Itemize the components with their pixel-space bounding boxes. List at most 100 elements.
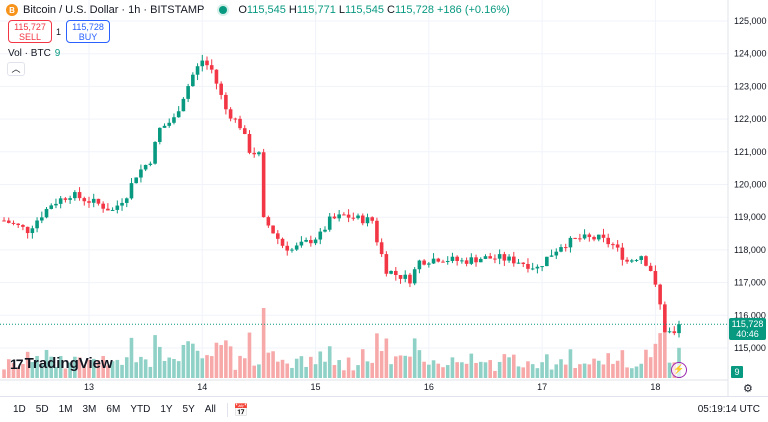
timeframe-5y[interactable]: 5Y (182, 404, 195, 415)
candle-body (257, 152, 261, 155)
volume-bar (176, 361, 181, 378)
volume-bar (214, 342, 219, 378)
volume-bar (663, 323, 667, 378)
candle-body (323, 229, 327, 232)
candle-body (167, 122, 172, 126)
volume-bar (578, 364, 582, 378)
candle-body (337, 214, 341, 219)
symbol-title[interactable]: Bitcoin / U.S. Dollar · 1h · BITSTAMP (23, 4, 205, 16)
timeframe-1m[interactable]: 1M (58, 404, 73, 415)
timeframe-ytd[interactable]: YTD (130, 404, 151, 415)
volume-bar (403, 355, 408, 378)
candle-body (351, 217, 356, 219)
timeframe-3m[interactable]: 3M (82, 404, 97, 415)
volume-value-label: 9 (731, 366, 743, 378)
volume-bar (224, 340, 228, 378)
volume-bar (639, 363, 644, 378)
candle-body (512, 256, 516, 264)
volume-bar (370, 362, 374, 378)
candle-body (158, 127, 162, 142)
chevron-up-icon[interactable]: ︿ (7, 62, 25, 76)
volume-bar (436, 363, 441, 378)
lightning-icon[interactable]: ⚡ (671, 362, 687, 378)
volume-bar (644, 349, 648, 378)
buy-button[interactable]: 115,728 BUY (66, 20, 110, 43)
candle-body (379, 242, 384, 255)
settings-gear-icon[interactable]: ⚙ (743, 383, 753, 395)
volume-bar (96, 360, 101, 378)
candle-body (568, 237, 573, 248)
volume-bar (346, 357, 351, 378)
candle-body (634, 259, 639, 261)
volume-bar (101, 356, 105, 378)
candle-body (478, 258, 483, 263)
volume-bar (299, 356, 304, 378)
volume-bar (488, 360, 492, 378)
volume-bar (16, 367, 20, 378)
divider (226, 402, 228, 417)
volume-bar (49, 356, 54, 378)
candle-body (431, 258, 436, 264)
tradingview-logo[interactable]: 17 TradingView (10, 355, 113, 372)
candle-body (153, 141, 157, 164)
candle-body (318, 231, 323, 240)
candle-body (412, 269, 417, 284)
candle-body (436, 258, 441, 262)
candle-body (40, 217, 44, 221)
candle-body (271, 225, 275, 234)
candle-body (96, 198, 101, 204)
candle-body (394, 270, 398, 275)
time-tick: 16 (424, 382, 434, 392)
volume-bar (389, 364, 393, 378)
candle-body (191, 74, 195, 87)
volume-bar (148, 366, 153, 378)
candle-body (162, 125, 167, 128)
price-tick: 125,000 (734, 16, 767, 26)
clock[interactable]: 05:19:14 UTC (697, 404, 760, 415)
volume-bar (408, 356, 412, 378)
volume-bar (280, 359, 285, 378)
volume-bar (573, 367, 577, 378)
candle-body (327, 216, 332, 230)
volume-bar (124, 357, 129, 378)
volume-bar (167, 357, 172, 378)
candle-body (294, 245, 299, 250)
timeframe-6m[interactable]: 6M (106, 404, 121, 415)
candle-body (554, 251, 559, 256)
candle-body (398, 274, 403, 279)
volume-bar (587, 364, 592, 378)
candle-body (261, 152, 266, 218)
candle-body (332, 216, 337, 219)
volume-bar (379, 351, 384, 378)
volume-bar (360, 349, 365, 378)
candle-body (592, 236, 596, 240)
sell-button[interactable]: 115,727 SELL (8, 20, 52, 43)
volume-bar (568, 349, 573, 378)
timeframe-5d[interactable]: 5D (35, 404, 49, 415)
timeframe-1d[interactable]: 1D (13, 404, 26, 415)
volume-bar (77, 357, 82, 378)
timeframe-1y[interactable]: 1Y (160, 404, 173, 415)
candle-body (535, 266, 540, 269)
candle-body (186, 86, 190, 99)
volume-bar (412, 338, 417, 378)
candle-body (403, 274, 408, 279)
price-tick: 121,000 (734, 147, 767, 157)
quantity[interactable]: 1 (56, 27, 62, 37)
price-chart[interactable]: 125,000 124,000 123,000 122,000 121,000 120,0… (0, 0, 768, 396)
market-status-icon[interactable] (219, 6, 228, 14)
volume-bar (21, 364, 25, 378)
candle-body (474, 257, 478, 263)
calendar-icon[interactable]: 📅 (233, 402, 249, 417)
candle-body (596, 234, 601, 240)
candle-body (285, 245, 290, 251)
timeframe-all[interactable]: All (204, 404, 216, 415)
candle-body (360, 215, 365, 224)
candle-body (87, 201, 91, 203)
volume-bar (162, 360, 167, 378)
volume-bar (110, 361, 115, 378)
candle-body (611, 244, 615, 246)
candle-body (672, 331, 677, 334)
volume-bar (158, 346, 162, 378)
candle-body (290, 249, 294, 251)
